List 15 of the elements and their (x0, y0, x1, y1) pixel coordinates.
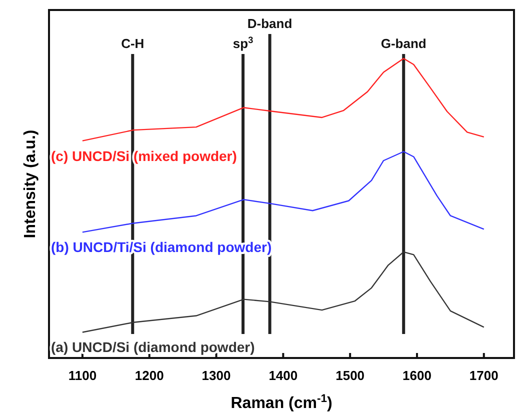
x-tick-label: 1300 (202, 368, 231, 383)
x-tick-label: 1400 (268, 368, 298, 383)
ref-line-label: D-band (247, 16, 292, 31)
y-axis-title: Intensity (a.u.) (22, 130, 39, 238)
ref-line-label: G-band (380, 36, 426, 51)
series-label: (a) UNCD/Si (diamond powder) (51, 339, 255, 356)
ref-line-label: sp$^{3}$ (232, 35, 254, 51)
x-tick-label: 1200 (134, 368, 164, 383)
series-label: (c) UNCD/Si (mixed powder) (51, 148, 237, 164)
ref-line-label: C-H (121, 36, 144, 51)
x-tick-label: 1600 (402, 368, 432, 383)
x-tick-label: 1700 (469, 368, 498, 383)
x-axis-title: Raman (cm$^{-1}$) (230, 393, 332, 412)
x-tick-label: 1100 (68, 368, 97, 383)
x-tick-label: 1500 (336, 368, 365, 383)
